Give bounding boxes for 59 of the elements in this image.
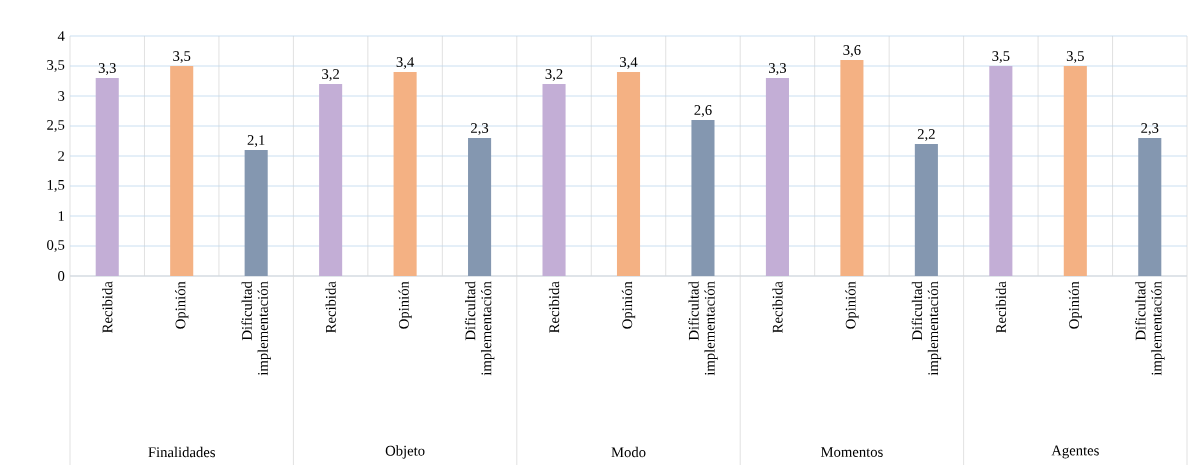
data-label: 3,2 [545,69,563,82]
text: Agentes [1051,445,1099,459]
y-tick-label: 1 [58,211,64,221]
data-label: 3,5 [1066,51,1084,64]
bar [616,72,641,276]
x-tick-label: Dificultad implementación [911,281,942,376]
data-label: 3,6 [843,45,861,58]
x-tick-label: Opinión [621,281,636,329]
text: Finalidades [148,446,215,458]
text: Momentos [820,447,883,457]
x-tick-label: Dificultad implementación [1135,281,1165,376]
bar [765,78,789,276]
data-label: 2,3 [1141,123,1159,136]
y-tick-label: 3 [58,91,65,101]
data-label: 2,3 [471,123,489,136]
data-label: 3,5 [992,51,1010,64]
x-tick-label: Opinión [398,281,412,329]
x-tick-label: Recibida [102,281,113,333]
data-label: 3,4 [396,57,415,70]
x-tick-label: Recibida [995,281,1007,333]
data-label: 3,3 [768,63,787,76]
bar [914,144,938,276]
y-tick-label: 4 [57,31,65,41]
data-label: 3,2 [322,69,339,82]
x-tick-label: Recibida [325,281,336,333]
text: Modo [611,446,646,458]
bar [244,150,268,276]
bar [1063,66,1087,276]
bar [95,78,119,276]
y-tick-label: 2,5 [47,120,65,132]
x-tick-label: Dificultad implementación [241,281,271,376]
bar [542,84,566,276]
x-tick-label: Dificultad implementación [688,281,718,376]
y-tick-label: 3,5 [47,60,65,72]
data-label: 3,3 [98,63,116,76]
y-tick-label: 0 [58,271,65,281]
bar [840,60,864,276]
bar [691,120,715,276]
x-tick-label: Recibida [772,281,783,333]
x-tick-label: Opinión [175,281,189,329]
y-tick-label: 2 [58,151,65,161]
data-label: 3,4 [620,57,638,70]
text: Objeto [385,445,425,459]
x-tick-label: Dificultad implementación [464,281,495,376]
data-label: 2,1 [247,135,265,148]
bar [1138,138,1162,276]
x-tick-label: Opinión [845,281,859,329]
y-tick-label: 1,5 [47,180,65,192]
bar [989,66,1013,276]
x-tick-label: Opinión [1068,281,1082,329]
data-label: 3,5 [173,51,191,64]
bar [170,66,194,276]
y-tick-label: 0,5 [47,240,65,253]
data-label: 2,6 [694,105,712,118]
bar [319,84,343,276]
x-tick-label: Recibida [548,281,560,333]
bar [468,138,492,276]
data-label: 2,2 [917,129,935,142]
bar [393,72,417,276]
